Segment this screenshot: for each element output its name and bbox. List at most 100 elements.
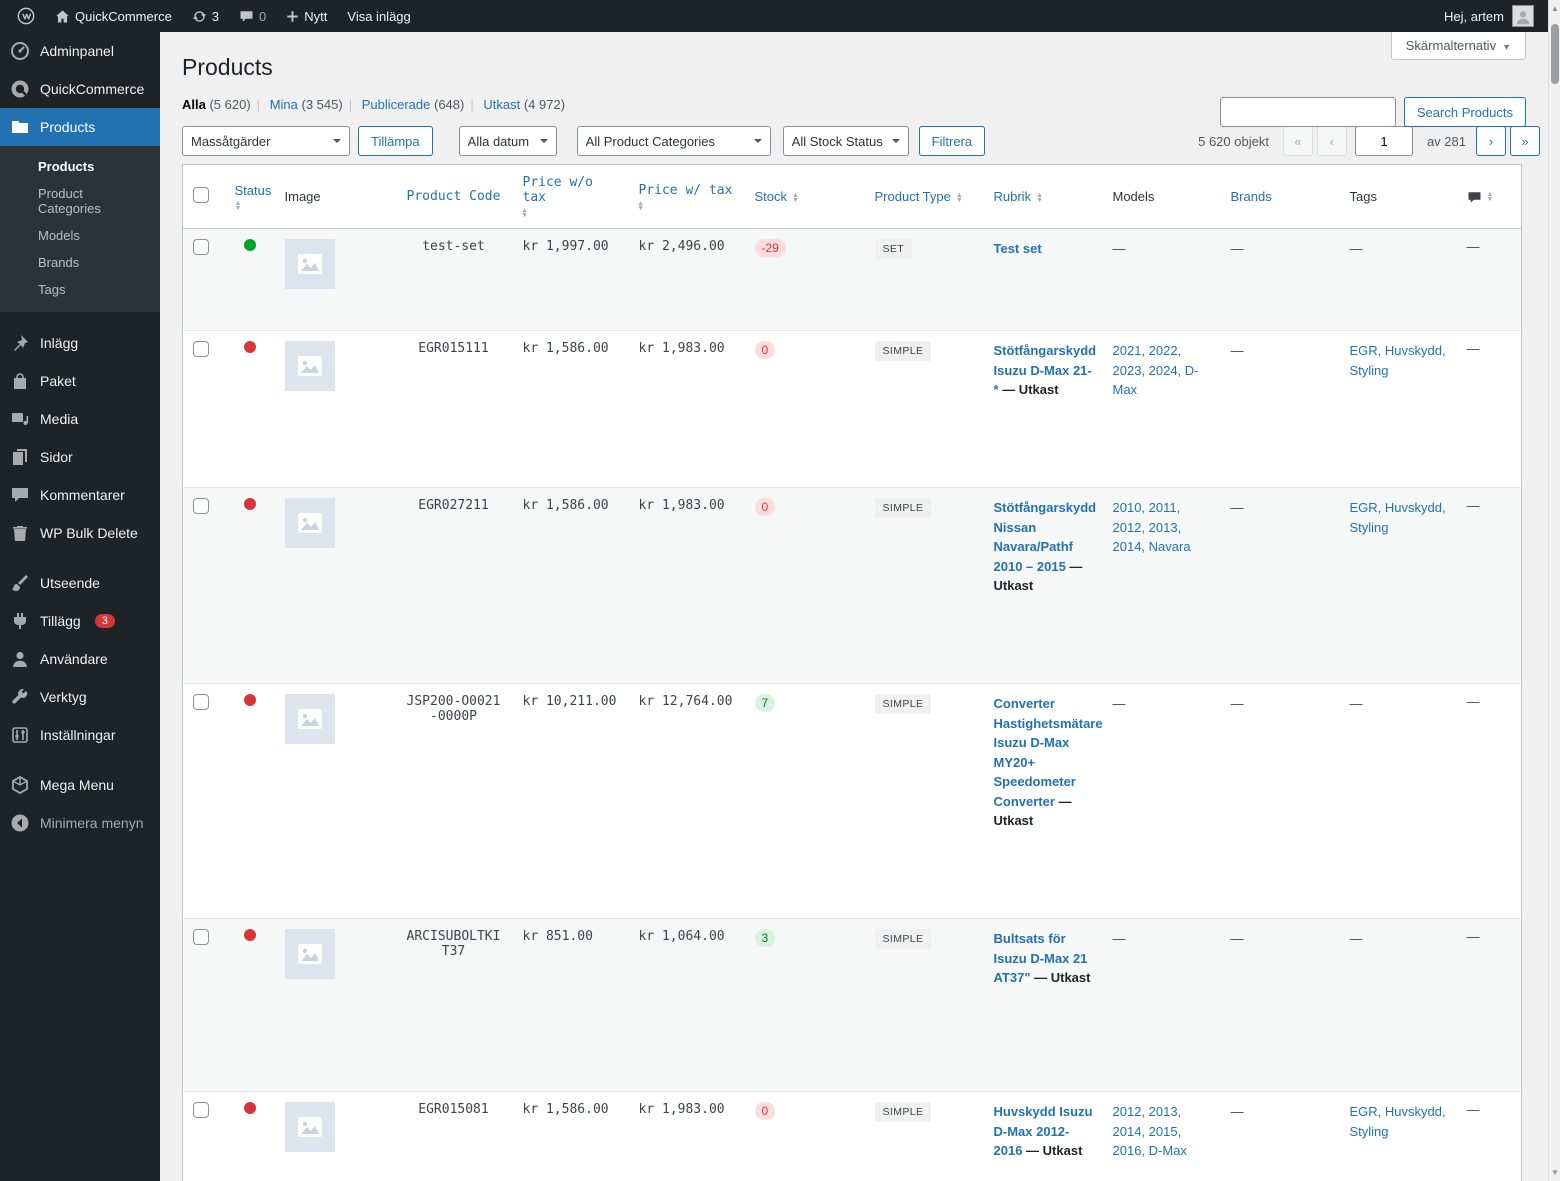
submenu-item-brands[interactable]: Brands: [38, 255, 80, 270]
vertical-scrollbar[interactable]: ▲ ▼: [1548, 0, 1560, 1181]
sidebar-item-tillagg[interactable]: Tillägg 3: [0, 602, 160, 640]
plugin-icon: [14, 613, 26, 629]
row-checkbox[interactable]: [193, 498, 209, 514]
search-products-button[interactable]: Search Products: [1403, 97, 1526, 127]
category-filter-select[interactable]: All Product Categories: [576, 126, 771, 156]
models-cell[interactable]: 2021, 2022, 2023, 2024, D-Max: [1112, 343, 1199, 397]
view-utkast[interactable]: Utkast (4 972): [483, 97, 566, 112]
comments-menu-item[interactable]: 0: [230, 0, 275, 32]
select-all-checkbox[interactable]: [193, 187, 209, 203]
comments-cell: —: [1457, 229, 1522, 331]
sidebar-item-mega-menu[interactable]: Mega Menu: [0, 766, 160, 804]
sidebar-item-media[interactable]: Media: [0, 400, 160, 438]
view-alla[interactable]: Alla (5 620): [182, 97, 251, 112]
image-placeholder-icon: [297, 513, 322, 533]
view-mina[interactable]: Mina (3 545): [269, 97, 343, 112]
scroll-up-icon[interactable]: ▲: [1551, 4, 1559, 13]
sidebar-item-collapse-menu[interactable]: Minimera menyn: [0, 804, 160, 842]
date-filter-select[interactable]: Alla datum: [458, 126, 557, 156]
view-publicerade[interactable]: Publicerade (648): [361, 97, 465, 112]
view-posts-item[interactable]: Visa inlägg: [338, 0, 419, 32]
admin-bar: QuickCommerce 3 0 Nytt Visa inlägg Hej, …: [0, 0, 1560, 32]
sidebar-item-anvandare[interactable]: Användare: [0, 640, 160, 678]
product-row: EGR015111 kr 1,586.00 kr 1,983.00 0 SIMPLE St…: [182, 330, 1522, 488]
user-icon: [13, 651, 27, 667]
new-menu-item[interactable]: Nytt: [277, 0, 336, 32]
sidebar-item-inlagg[interactable]: Inlägg: [0, 324, 160, 362]
filter-button[interactable]: Filtrera: [918, 126, 986, 156]
sidebar-item-adminpanel[interactable]: Adminpanel: [0, 32, 160, 70]
row-checkbox[interactable]: [193, 694, 209, 710]
product-image-placeholder[interactable]: [284, 498, 335, 548]
row-checkbox[interactable]: [193, 239, 209, 255]
column-product-type[interactable]: Product Type ▲ ▼: [864, 164, 984, 229]
comments-cell: —: [1457, 488, 1522, 684]
column-price-inc[interactable]: Price w/ tax ▲ ▼: [628, 164, 745, 229]
wordpress-logo-icon[interactable]: [8, 0, 44, 32]
quickcommerce-icon: [11, 80, 29, 98]
models-cell[interactable]: 2010, 2011, 2012, 2013, 2014, Navara: [1112, 500, 1191, 554]
product-title-link[interactable]: Converter Hastighetsmätare Isuzu D-Max M…: [993, 696, 1103, 809]
last-page-button[interactable]: »: [1510, 126, 1540, 156]
site-menu-item[interactable]: QuickCommerce: [46, 0, 181, 32]
avatar[interactable]: [1512, 5, 1534, 27]
product-title-link[interactable]: Stötfångarskydd Nissan Navara/Pathf 2010…: [993, 500, 1097, 574]
product-type-badge: SIMPLE: [874, 341, 932, 361]
product-image-placeholder[interactable]: [284, 239, 335, 289]
product-code: JSP200-O0021-0000P: [406, 694, 501, 724]
first-page-button[interactable]: «: [1282, 126, 1313, 156]
row-checkbox[interactable]: [193, 929, 209, 945]
product-title-link[interactable]: Bultsats för Isuzu D-Max 21 AT37": [993, 931, 1088, 985]
dashboard-icon: [11, 42, 29, 60]
bulk-actions-select[interactable]: Massåtgärder: [182, 126, 350, 156]
sidebar-item-installningar[interactable]: Inställningar: [0, 716, 160, 754]
column-comments[interactable]: ▲ ▼: [1456, 164, 1522, 229]
sidebar-item-quickcommerce[interactable]: QuickCommerce: [0, 70, 160, 108]
sidebar-item-paket[interactable]: Paket: [0, 362, 160, 400]
sidebar-item-utseende[interactable]: Utseende: [0, 564, 160, 602]
pushpin-icon: [14, 335, 28, 351]
current-page-input[interactable]: [1354, 126, 1413, 156]
product-image-placeholder[interactable]: [284, 929, 335, 979]
submenu-item-product-categories[interactable]: Product Categories: [38, 186, 101, 216]
scroll-down-icon[interactable]: ▼: [1551, 1168, 1559, 1177]
product-title-link[interactable]: Test set: [993, 241, 1042, 256]
next-page-button[interactable]: ›: [1476, 126, 1506, 156]
product-image-placeholder[interactable]: [284, 1102, 335, 1152]
column-product-code[interactable]: Product Code: [394, 164, 513, 229]
product-image-placeholder[interactable]: [284, 341, 335, 391]
column-status[interactable]: Status ▲ ▼: [224, 164, 275, 229]
account-greeting[interactable]: Hej, artem: [1444, 8, 1504, 24]
empty-value: —: [1466, 239, 1480, 254]
column-rubrik[interactable]: Rubrik ▲ ▼: [983, 164, 1103, 229]
sidebar-item-wp-bulk-delete[interactable]: WP Bulk Delete: [0, 514, 160, 552]
product-image-placeholder[interactable]: [284, 694, 335, 744]
product-title-link[interactable]: Huvskydd Isuzu D-Max 2012-2016: [993, 1104, 1093, 1158]
sidebar-item-kommentarer[interactable]: Kommentarer: [0, 476, 160, 514]
empty-value: —: [1466, 498, 1480, 513]
sidebar-item-verktyg[interactable]: Verktyg: [0, 678, 160, 716]
scrollbar-thumb[interactable]: [1551, 24, 1559, 84]
stock-filter-select[interactable]: All Stock Status: [782, 126, 909, 156]
tags-cell[interactable]: EGR, Huvskydd, Styling: [1349, 500, 1446, 535]
apply-button[interactable]: Tillämpa: [358, 126, 433, 156]
screen-options-button[interactable]: Skärmalternativ ▼: [1390, 32, 1526, 60]
models-cell[interactable]: 2012, 2013, 2014, 2015, 2016, D-Max: [1112, 1104, 1187, 1158]
product-code: test-set: [422, 239, 485, 254]
row-checkbox[interactable]: [193, 1102, 209, 1118]
search-input[interactable]: [1219, 97, 1396, 127]
tags-cell[interactable]: EGR, Huvskydd, Styling: [1349, 1104, 1446, 1139]
updates-menu-item[interactable]: 3: [183, 0, 228, 32]
product-title-link[interactable]: Stötfångarskydd Isuzu D-Max 21-*: [993, 343, 1097, 397]
prev-page-button[interactable]: ‹: [1316, 126, 1347, 156]
column-stock[interactable]: Stock ▲ ▼: [744, 164, 865, 229]
sidebar-item-products[interactable]: Products: [0, 108, 160, 146]
tags-cell[interactable]: EGR, Huvskydd, Styling: [1349, 343, 1446, 378]
column-price-ex[interactable]: Price w/o tax ▲ ▼: [512, 164, 629, 229]
column-brands[interactable]: Brands: [1220, 164, 1340, 229]
sidebar-item-sidor[interactable]: Sidor: [0, 438, 160, 476]
submenu-item-models[interactable]: Models: [38, 228, 80, 243]
submenu-item-products[interactable]: Products: [38, 159, 95, 174]
submenu-item-tags[interactable]: Tags: [38, 282, 66, 297]
row-checkbox[interactable]: [193, 341, 209, 357]
